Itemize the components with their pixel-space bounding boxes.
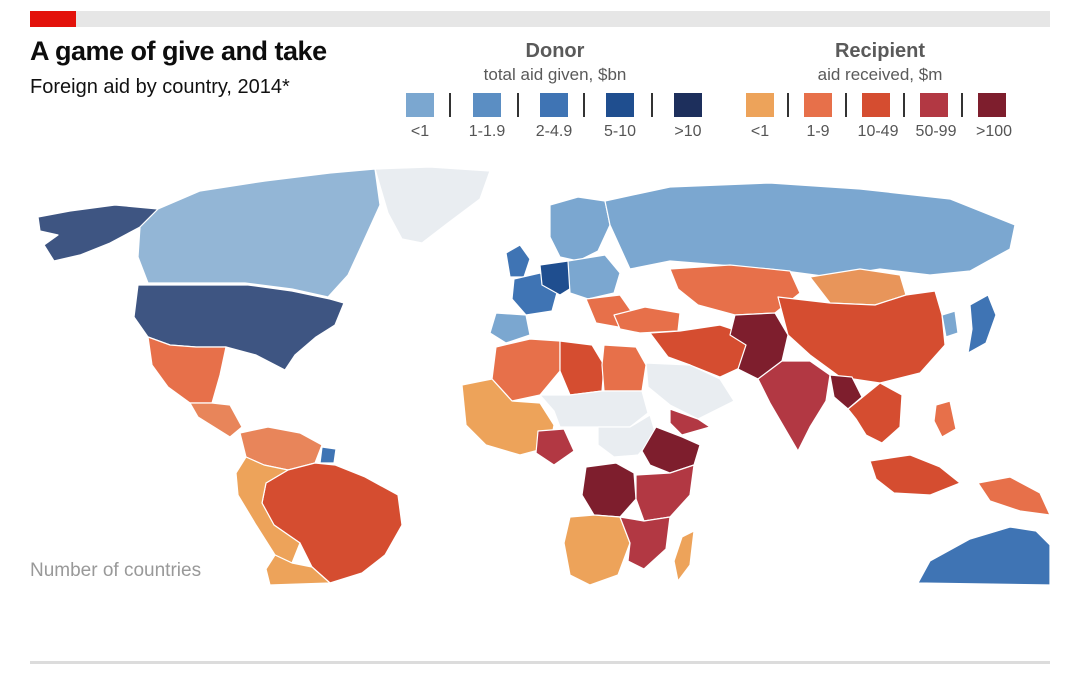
country-japan — [967, 294, 997, 354]
country-sahel — [539, 390, 649, 428]
donor-label-4: 5-10 — [603, 123, 637, 140]
country-guiana — [319, 446, 337, 464]
donor-swatch-3 — [540, 93, 568, 117]
recipient-swatch-5 — [978, 93, 1006, 117]
country-peru-bolivia — [235, 456, 301, 564]
country-southeast-asia — [847, 382, 903, 444]
country-korea — [941, 310, 959, 338]
chart-title: A game of give and take — [30, 36, 327, 66]
country-mexico — [147, 336, 227, 404]
country-china — [777, 290, 946, 384]
country-indonesia — [869, 454, 961, 496]
country-scandinavia — [549, 196, 611, 262]
donor-separator — [449, 93, 451, 117]
recipient-swatch-2 — [804, 93, 832, 117]
donor-swatch-5 — [674, 93, 702, 117]
country-nigeria — [535, 428, 575, 466]
donor-swatches — [400, 93, 710, 117]
donor-legend-subheading: total aid given, $bn — [483, 65, 627, 84]
country-germany — [539, 260, 577, 296]
recipient-labels: <1 1-9 10-49 50-99 >100 — [740, 123, 1020, 143]
country-south-cone — [265, 554, 331, 585]
donor-separator — [651, 93, 653, 117]
country-canada — [137, 168, 381, 298]
donor-separator — [517, 93, 519, 117]
bottom-rule — [30, 661, 1050, 664]
country-egypt — [601, 344, 647, 392]
donor-label-1: <1 — [410, 123, 430, 140]
country-drc — [581, 462, 637, 518]
country-arabia — [645, 362, 735, 420]
country-libya — [559, 340, 605, 396]
country-iberia — [489, 312, 531, 344]
country-mozambique — [619, 516, 671, 570]
recipient-separator — [845, 93, 847, 117]
recipient-swatches — [740, 93, 1020, 117]
country-alaska — [37, 204, 159, 262]
country-india — [757, 360, 831, 452]
country-central-america — [189, 402, 243, 438]
recipient-swatch-4 — [920, 93, 948, 117]
country-angola-south — [563, 514, 631, 585]
recipient-swatch-1 — [746, 93, 774, 117]
country-count-label: Number of countries — [30, 560, 202, 581]
donor-legend: Donor total aid given, $bn <1 1-1.9 2-4.… — [400, 40, 710, 143]
recipient-separator — [903, 93, 905, 117]
recipient-separator — [961, 93, 963, 117]
recipient-swatch-3 — [862, 93, 890, 117]
donor-separator — [583, 93, 585, 117]
world-map — [37, 166, 1050, 585]
top-bar — [30, 11, 1050, 27]
recipient-legend-heading: Recipient — [834, 40, 926, 62]
donor-label-2: 1-1.9 — [468, 123, 506, 140]
recipient-label-5: >100 — [975, 123, 1013, 140]
country-yemen — [669, 408, 711, 436]
country-russia — [604, 182, 1016, 278]
donor-labels: <1 1-1.9 2-4.9 5-10 >10 — [400, 123, 710, 143]
country-madagascar — [673, 530, 695, 582]
donor-swatch-4 — [606, 93, 634, 117]
donor-swatch-1 — [406, 93, 434, 117]
recipient-label-1: <1 — [750, 123, 770, 140]
chart-subtitle: Foreign aid by country, 2014* — [30, 76, 290, 98]
country-australia — [917, 526, 1050, 585]
recipient-legend-subheading: aid received, $m — [817, 65, 943, 84]
recipient-label-3: 10-49 — [857, 123, 899, 140]
donor-label-3: 2-4.9 — [535, 123, 573, 140]
country-papua — [977, 476, 1050, 516]
donor-legend-heading: Donor — [525, 40, 585, 62]
recipient-separator — [787, 93, 789, 117]
country-uk — [505, 244, 531, 278]
country-east-africa — [635, 464, 695, 522]
country-greenland — [374, 166, 491, 244]
country-philippines — [933, 400, 957, 438]
brand-tag — [30, 11, 76, 27]
recipient-label-4: 50-99 — [915, 123, 957, 140]
donor-swatch-2 — [473, 93, 501, 117]
recipient-legend: Recipient aid received, $m <1 1-9 10-49 … — [740, 40, 1020, 143]
recipient-label-2: 1-9 — [806, 123, 830, 140]
country-central-europe — [567, 254, 621, 300]
donor-label-5: >10 — [674, 123, 702, 140]
